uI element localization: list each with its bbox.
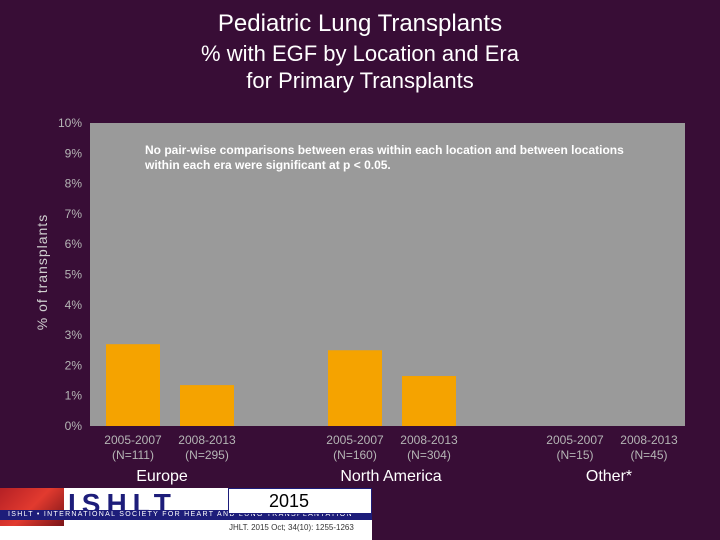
x-category-label: 2008-2013 (N=304) xyxy=(389,433,469,463)
bar xyxy=(106,344,160,426)
era-label: 2008-2013 xyxy=(620,433,678,447)
x-category-label: 2005-2007 (N=15) xyxy=(535,433,615,463)
y-tick-label: 4% xyxy=(65,298,83,312)
x-category-label: 2008-2013 (N=295) xyxy=(167,433,247,463)
chart-subtitle-line1: % with EGF by Location and Era xyxy=(201,41,519,66)
x-category-label: 2008-2013 (N=45) xyxy=(609,433,689,463)
x-category-label: 2005-2007 (N=160) xyxy=(315,433,395,463)
title-block: Pediatric Lung Transplants % with EGF by… xyxy=(0,8,720,94)
sample-size-label: (N=295) xyxy=(185,448,229,462)
era-label: 2008-2013 xyxy=(400,433,458,447)
location-label: Other* xyxy=(585,468,633,485)
y-tick-label: 2% xyxy=(65,358,83,372)
location-label: Europe xyxy=(136,468,188,485)
year-label: 2015 xyxy=(269,491,310,511)
y-tick-label: 10% xyxy=(58,116,82,130)
era-label: 2005-2007 xyxy=(104,433,162,447)
x-category-label: 2005-2007 (N=111) xyxy=(93,433,173,463)
sample-size-label: (N=304) xyxy=(407,448,451,462)
sample-size-label: (N=15) xyxy=(556,448,594,462)
y-tick-label: 7% xyxy=(65,207,83,221)
chart-subtitle-line2: for Primary Transplants xyxy=(246,68,474,93)
bar xyxy=(328,350,382,426)
y-tick-label: 5% xyxy=(65,268,83,282)
era-label: 2008-2013 xyxy=(178,433,236,447)
sample-size-label: (N=111) xyxy=(112,448,154,462)
logo-emblem xyxy=(0,488,64,526)
y-tick-label: 0% xyxy=(65,419,83,433)
year-box: 2015 xyxy=(228,488,372,514)
bar xyxy=(180,385,234,426)
era-label: 2005-2007 xyxy=(546,433,604,447)
citation: JHLT. 2015 Oct; 34(10): 1255-1263 xyxy=(229,523,354,532)
significance-note: No pair-wise comparisons between eras wi… xyxy=(135,141,635,175)
y-tick-label: 6% xyxy=(65,237,83,251)
society-name: ISHLT • INTERNATIONAL SOCIETY FOR HEART … xyxy=(0,510,372,520)
chart-title: Pediatric Lung Transplants xyxy=(217,10,503,37)
sample-size-label: (N=45) xyxy=(630,448,668,462)
y-tick-label: 1% xyxy=(65,389,83,403)
location-label: North America xyxy=(340,468,442,485)
y-tick-label: 3% xyxy=(65,328,83,342)
y-tick-label: 8% xyxy=(65,177,83,191)
bar xyxy=(402,376,456,426)
sample-size-label: (N=160) xyxy=(333,448,377,462)
era-label: 2005-2007 xyxy=(326,433,384,447)
y-tick-label: 9% xyxy=(65,146,83,160)
